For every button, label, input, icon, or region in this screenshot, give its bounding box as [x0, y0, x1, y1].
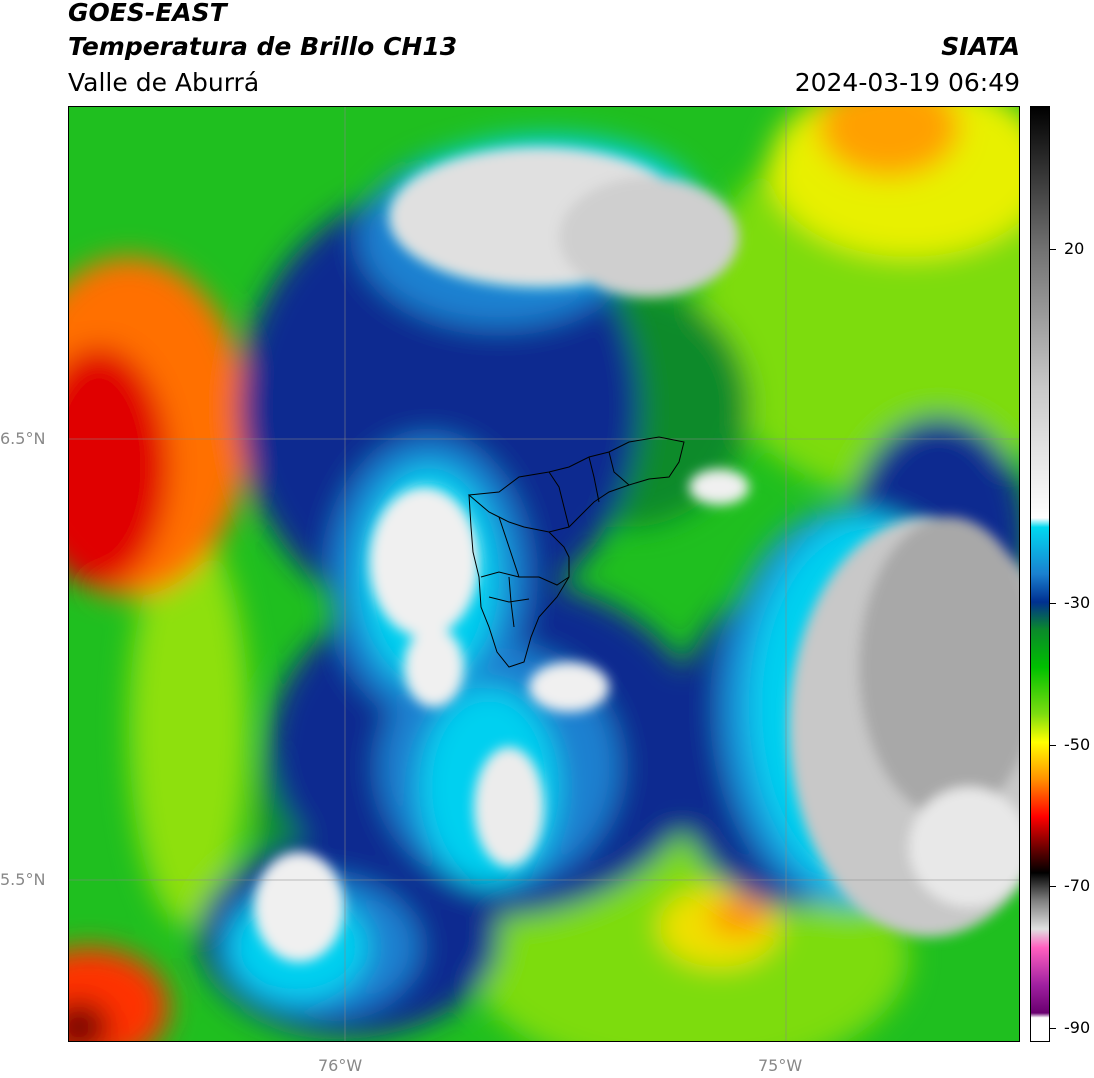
colorbar	[1030, 106, 1050, 1042]
colorbar-tick	[1050, 745, 1056, 746]
title-region: Valle de Aburrá	[68, 68, 260, 97]
municipality-outlines	[467, 436, 685, 668]
colorbar-tick	[1050, 603, 1056, 604]
lat-label-5-5n: 5.5°N	[0, 870, 46, 889]
title-satellite: GOES-EAST	[68, 0, 227, 27]
lat-label-6-5n: 6.5°N	[0, 429, 46, 448]
lon-label-75w: 75°W	[758, 1056, 803, 1075]
colorbar-tick	[1050, 1028, 1056, 1029]
title-product: Temperatura de Brillo CH13	[68, 32, 458, 61]
map-panel[interactable]	[68, 106, 1020, 1042]
colorbar-label-minus70: -70	[1064, 876, 1091, 895]
org-label: SIATA	[941, 32, 1020, 61]
colorbar-label-minus50: -50	[1064, 735, 1091, 754]
colorbar-tick	[1050, 886, 1056, 887]
colorbar-label-20: 20	[1064, 239, 1085, 258]
colorbar-tick	[1050, 249, 1056, 250]
lon-label-76w: 76°W	[318, 1056, 363, 1075]
brightness-temperature-map	[69, 107, 1019, 1041]
colorbar-label-minus30: -30	[1064, 593, 1091, 612]
colorbar-label-minus90: -90	[1064, 1018, 1091, 1037]
datetime-label: 2024-03-19 06:49	[794, 68, 1020, 97]
